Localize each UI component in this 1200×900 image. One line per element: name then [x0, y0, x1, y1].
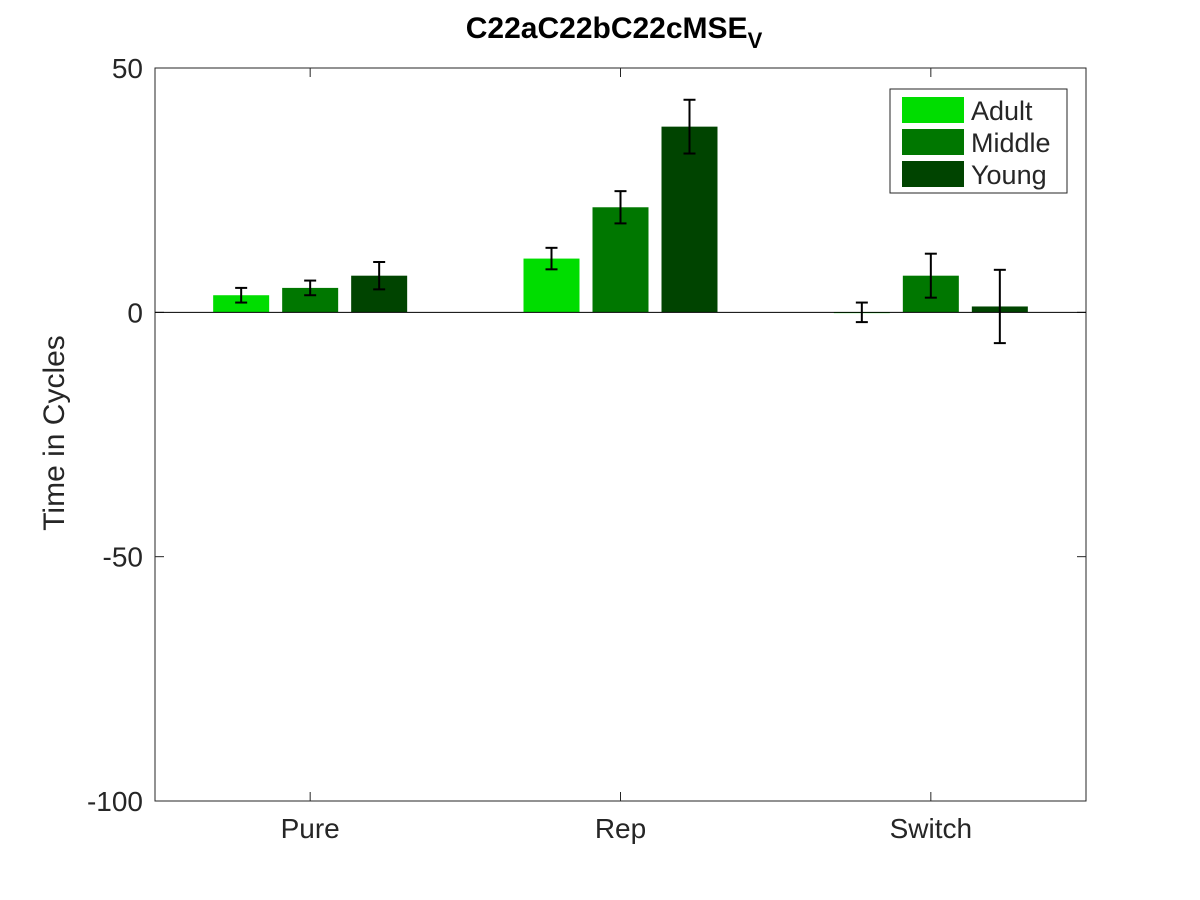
legend-swatch-middle [902, 129, 964, 155]
y-tick-label: 50 [112, 53, 143, 84]
bar-adult [213, 295, 270, 313]
chart-title-subscript: V [748, 28, 763, 53]
legend-swatch-young [902, 161, 964, 187]
x-tick-label: Rep [595, 813, 646, 844]
y-axis-label: Time in Cycles [38, 335, 71, 531]
chart-title-main: C22aC22bC22cMSE [466, 12, 748, 45]
legend-label-adult: Adult [971, 96, 1033, 126]
x-tick-label: Pure [281, 813, 340, 844]
y-tick-label: -100 [87, 786, 143, 817]
x-tick-label: Switch [890, 813, 972, 844]
bar-young [661, 126, 718, 313]
y-tick-label: -50 [103, 542, 143, 573]
y-tick-label: 0 [127, 297, 143, 328]
legend-label-young: Young [971, 160, 1047, 190]
legend-label-middle: Middle [971, 128, 1051, 158]
chart-title: C22aC22bC22cMSEV [466, 12, 763, 53]
bar-middle [592, 207, 649, 313]
legend-swatch-adult [902, 97, 964, 123]
